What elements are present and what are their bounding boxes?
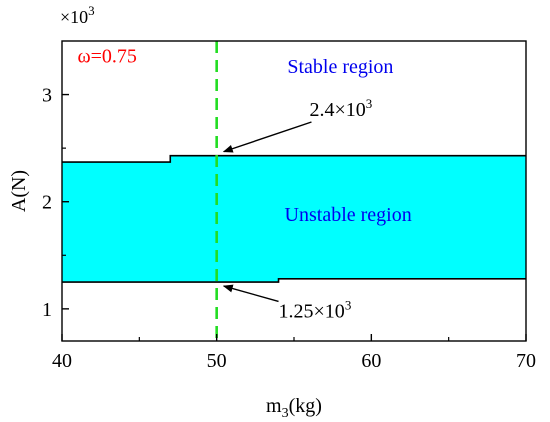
lower-value-annotation: 1.25×103 bbox=[279, 297, 352, 322]
stable-region-label: Stable region bbox=[287, 56, 393, 78]
omega-annotation: ω=0.75 bbox=[77, 45, 136, 67]
y-axis-ticks: 1 2 3 bbox=[42, 85, 69, 321]
upper-value-annotation: 2.4×103 bbox=[309, 96, 372, 121]
y-tick-label: 3 bbox=[42, 85, 52, 107]
y-axis-multiplier: ×103 bbox=[60, 3, 95, 27]
x-axis-label: m3(kg) bbox=[266, 395, 322, 421]
y-axis-label: A(N) bbox=[8, 170, 30, 212]
lower-value-arrow bbox=[222, 284, 279, 303]
x-tick-label: 40 bbox=[52, 350, 72, 372]
y-tick-label: 2 bbox=[42, 192, 52, 214]
x-tick-label: 60 bbox=[361, 350, 381, 372]
unstable-region-label: Unstable region bbox=[285, 204, 412, 226]
x-tick-label: 70 bbox=[516, 350, 536, 372]
upper-value-arrow bbox=[222, 121, 312, 153]
y-tick-label: 1 bbox=[42, 299, 52, 321]
x-tick-label: 50 bbox=[207, 350, 227, 372]
unstable-region bbox=[62, 155, 526, 283]
upper-stability-boundary bbox=[62, 154, 526, 163]
x-axis-ticks: 40 50 60 70 bbox=[52, 334, 536, 372]
lower-stability-boundary bbox=[62, 278, 526, 283]
